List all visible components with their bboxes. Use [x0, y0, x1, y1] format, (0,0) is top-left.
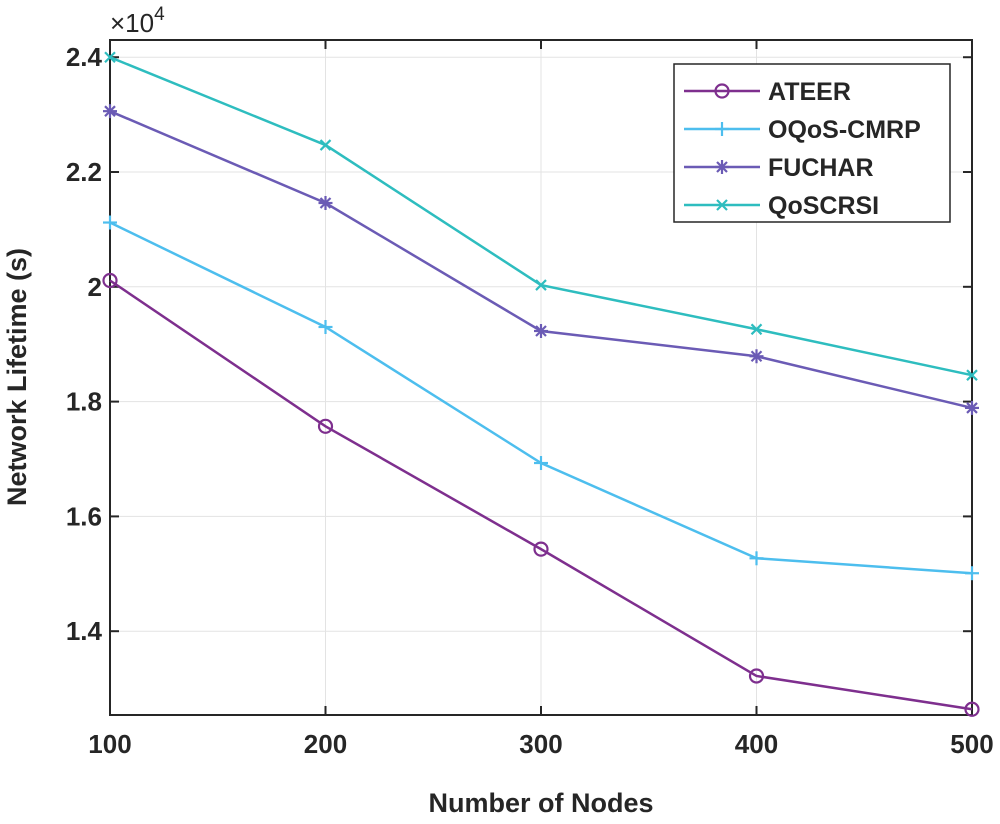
data-point — [750, 323, 763, 336]
data-point — [317, 418, 334, 434]
ticks: 100 200 300 400 500 1.4 1.6 1.8 2 2.2 2.4 — [66, 40, 994, 759]
y-tick-label: 2.4 — [66, 42, 103, 72]
x-tick-label: 200 — [304, 729, 347, 759]
x-tick-label: 400 — [735, 729, 778, 759]
y-axis-label: Network Lifetime (s) — [2, 248, 32, 506]
series-line — [109, 279, 973, 711]
x-tick-label: 100 — [88, 729, 131, 759]
y-multiplier: ×104 — [110, 4, 165, 38]
data-point — [102, 272, 118, 289]
y-tick-label: 1.6 — [66, 501, 102, 531]
x-axis-label: Number of Nodes — [428, 788, 653, 818]
data-point — [104, 51, 116, 63]
series — [102, 51, 980, 717]
legend-entry: OQoS-CMRP — [684, 116, 921, 144]
y-tick-label: 2 — [88, 272, 102, 302]
legend-label: ATEER — [768, 78, 851, 106]
data-point — [534, 456, 548, 471]
legend-label: OQoS-CMRP — [768, 116, 921, 144]
data-point — [714, 83, 730, 99]
x-tick-label: 300 — [519, 729, 562, 759]
x-tick-label: 500 — [950, 729, 993, 759]
data-point — [715, 122, 729, 136]
data-point — [319, 139, 332, 151]
data-point — [715, 160, 729, 174]
data-point — [318, 319, 333, 334]
series-ateer — [102, 272, 980, 717]
y-tick-label: 1.4 — [66, 616, 103, 646]
data-point — [716, 199, 728, 211]
legend-entry: FUCHAR — [684, 154, 874, 182]
series-fuchar — [103, 104, 979, 415]
data-point — [966, 369, 978, 381]
legend-entry: QoSCRSI — [684, 192, 879, 220]
data-point — [533, 541, 549, 557]
legend: ATEER OQoS-CMRP FUCHAR QoSCRSI — [673, 63, 951, 223]
data-point — [964, 701, 980, 717]
series-oqos-cmrp — [103, 215, 979, 581]
data-point — [318, 196, 333, 211]
data-point — [103, 104, 117, 119]
data-point — [749, 349, 764, 364]
y-tick-label: 1.8 — [66, 387, 102, 417]
y-multiplier-exp: 4 — [154, 4, 165, 25]
y-tick-label: 2.2 — [66, 157, 102, 187]
data-point — [535, 279, 547, 291]
data-point — [965, 566, 979, 581]
data-point — [749, 551, 764, 566]
legend-entry: ATEER — [684, 78, 851, 106]
legend-label: FUCHAR — [768, 154, 874, 182]
legend-label: QoSCRSI — [768, 192, 879, 220]
data-point — [534, 324, 548, 339]
data-point — [965, 400, 979, 415]
data-point — [103, 215, 117, 230]
data-point — [748, 668, 765, 684]
series-qoscrsi — [104, 51, 978, 381]
